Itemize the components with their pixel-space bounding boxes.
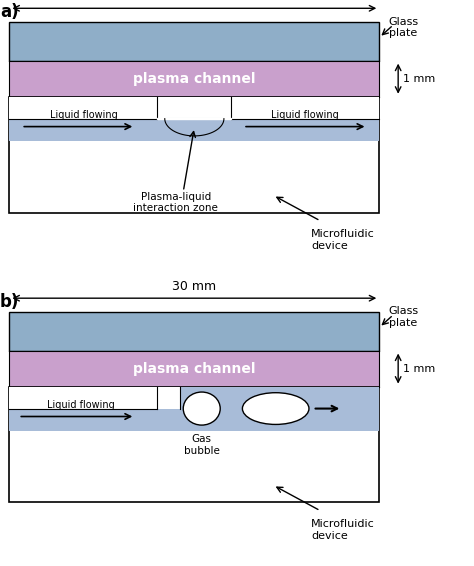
Text: 30 mm: 30 mm <box>172 280 217 293</box>
Text: Liquid flowing: Liquid flowing <box>272 110 339 120</box>
Bar <box>9 312 379 351</box>
Text: Gas
bubble: Gas bubble <box>184 434 219 456</box>
Text: b): b) <box>0 293 19 311</box>
Text: 1 mm: 1 mm <box>403 74 435 84</box>
Bar <box>9 22 379 61</box>
Text: Liquid flowing: Liquid flowing <box>46 400 114 410</box>
Bar <box>9 387 379 431</box>
Bar <box>9 387 157 409</box>
Bar <box>231 97 379 119</box>
Ellipse shape <box>242 393 309 424</box>
Bar <box>9 387 379 503</box>
Bar <box>9 97 157 119</box>
Text: 1 mm: 1 mm <box>403 363 435 374</box>
Ellipse shape <box>183 392 220 425</box>
Text: Microfluidic
device: Microfluidic device <box>311 229 374 251</box>
Text: plasma channel: plasma channel <box>133 362 255 376</box>
Bar <box>157 387 180 409</box>
Text: Glass
plate: Glass plate <box>389 16 419 38</box>
Bar <box>9 61 379 97</box>
Bar <box>9 97 379 213</box>
Text: Liquid flowing: Liquid flowing <box>50 110 117 120</box>
Text: Glass
plate: Glass plate <box>389 306 419 328</box>
Text: Plasma-liquid
interaction zone: Plasma-liquid interaction zone <box>133 192 219 213</box>
Bar <box>9 97 379 141</box>
Polygon shape <box>165 119 224 136</box>
Text: plasma channel: plasma channel <box>133 72 255 85</box>
Text: 30 mm: 30 mm <box>172 0 217 3</box>
Text: Microfluidic
device: Microfluidic device <box>311 519 374 541</box>
Bar <box>9 351 379 387</box>
Text: a): a) <box>0 3 18 21</box>
Bar <box>157 97 231 119</box>
